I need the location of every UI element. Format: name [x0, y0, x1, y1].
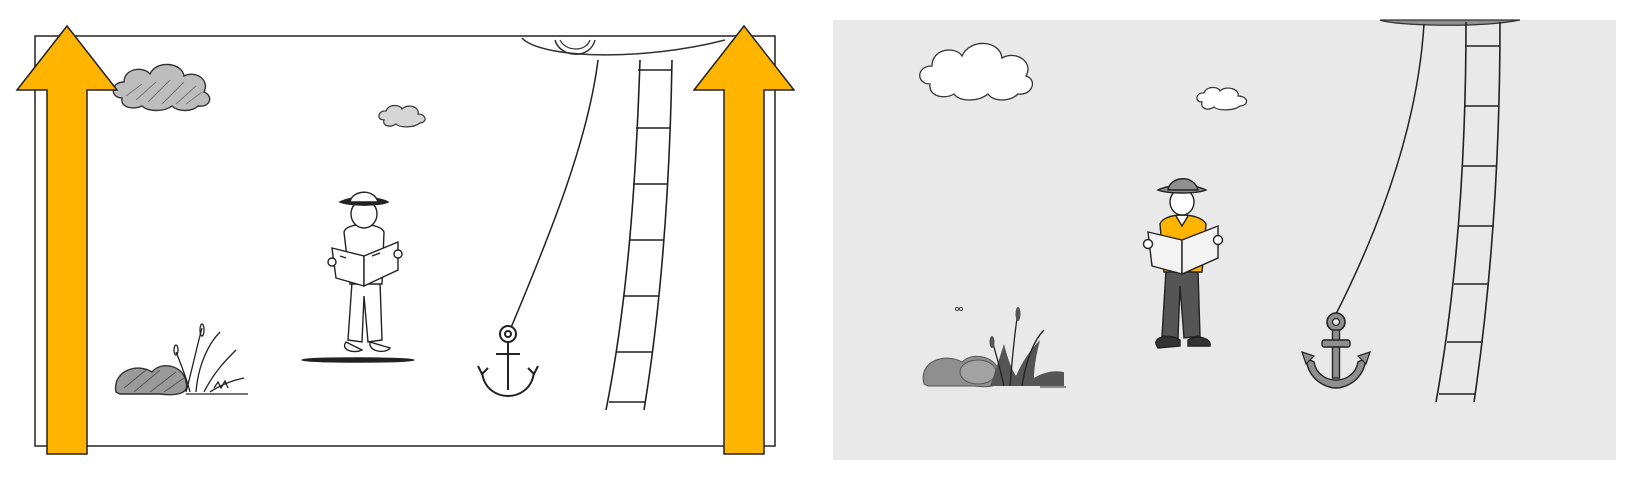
- map-icon: [327, 240, 403, 288]
- cloud-icon: [112, 63, 211, 112]
- rope-icon: [509, 59, 599, 331]
- arrow-up-icon: [692, 24, 796, 455]
- rocks-icon: [114, 364, 188, 396]
- rocks-icon: [922, 355, 1002, 388]
- left-panel: [15, 24, 796, 455]
- bug-icon: [954, 306, 964, 312]
- grass-icon: [989, 307, 1066, 388]
- cloud-icon: [919, 42, 1034, 101]
- anchor-icon: [1301, 312, 1371, 389]
- ufo-icon: [1379, 19, 1521, 26]
- ufo-icon: [521, 37, 726, 56]
- rope-icon: [1333, 23, 1425, 319]
- ladder-icon: [605, 59, 673, 411]
- map-icon: [1142, 224, 1224, 276]
- ladder-icon: [1435, 21, 1501, 403]
- cloud-icon: [378, 104, 426, 128]
- grass-icon: [173, 323, 248, 395]
- right-panel: [833, 19, 1616, 460]
- cloud-icon: [1196, 86, 1248, 111]
- anchor-icon: [477, 325, 539, 398]
- arrow-up-icon: [15, 24, 119, 455]
